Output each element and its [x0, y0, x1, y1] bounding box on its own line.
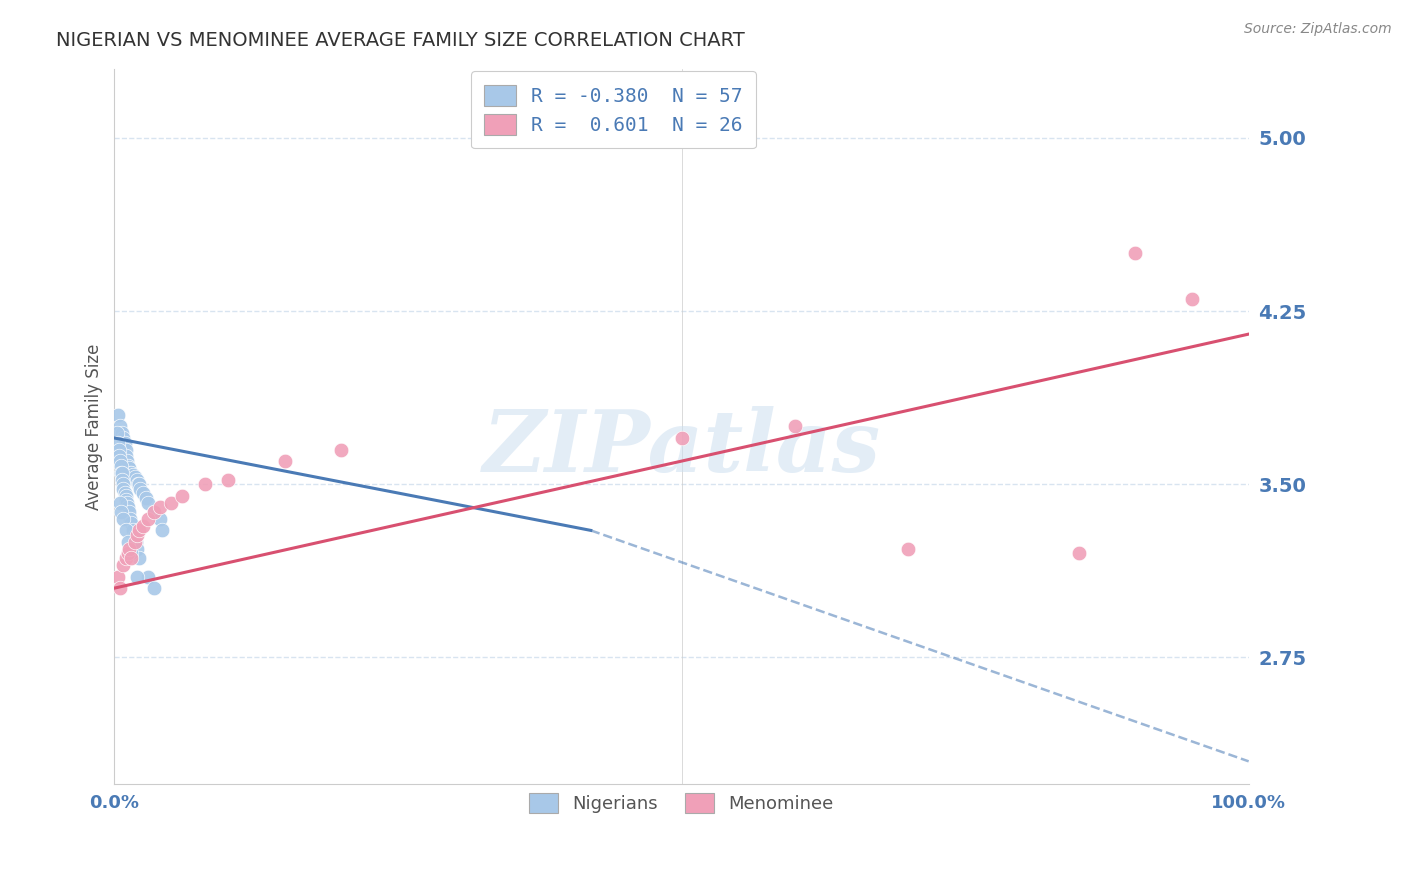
Point	[115, 496, 138, 510]
Point	[121, 524, 143, 538]
Text: NIGERIAN VS MENOMINEE AVERAGE FAMILY SIZE CORRELATION CHART: NIGERIAN VS MENOMINEE AVERAGE FAMILY SIZ…	[56, 31, 745, 50]
Point	[1067, 547, 1090, 561]
Point	[138, 512, 160, 526]
Point	[115, 454, 138, 468]
Point	[105, 426, 128, 441]
Point	[149, 512, 172, 526]
Point	[135, 491, 157, 505]
Text: ZIPatlas: ZIPatlas	[482, 406, 880, 490]
Point	[172, 489, 194, 503]
Point	[117, 535, 139, 549]
Point	[118, 505, 141, 519]
Point	[107, 569, 129, 583]
Point	[111, 473, 134, 487]
Point	[107, 408, 129, 422]
Point	[112, 477, 135, 491]
Point	[125, 535, 148, 549]
Point	[128, 524, 150, 538]
Point	[124, 470, 146, 484]
Point	[273, 454, 295, 468]
Point	[194, 477, 217, 491]
Point	[127, 477, 149, 491]
Point	[120, 512, 142, 526]
Point	[160, 496, 183, 510]
Point	[114, 442, 136, 457]
Point	[120, 516, 142, 531]
Point	[1123, 246, 1146, 260]
Point	[149, 500, 172, 515]
Point	[897, 541, 920, 556]
Point	[127, 528, 149, 542]
Point	[114, 435, 136, 450]
Point	[114, 524, 136, 538]
Point	[128, 477, 150, 491]
Point	[112, 558, 135, 572]
Point	[129, 482, 152, 496]
Y-axis label: Average Family Size: Average Family Size	[86, 343, 103, 509]
Point	[143, 505, 166, 519]
Point	[108, 450, 131, 464]
Point	[108, 454, 131, 468]
Point	[120, 551, 142, 566]
Legend: Nigerians, Menominee: Nigerians, Menominee	[516, 780, 846, 825]
Point	[117, 500, 139, 515]
Point	[117, 458, 139, 473]
Point	[114, 551, 136, 566]
Point	[110, 505, 132, 519]
Point	[114, 489, 136, 503]
Point	[117, 547, 139, 561]
Point	[112, 431, 135, 445]
Point	[108, 496, 131, 510]
Text: Source: ZipAtlas.com: Source: ZipAtlas.com	[1244, 22, 1392, 37]
Point	[671, 431, 693, 445]
Point	[1181, 293, 1204, 307]
Point	[114, 486, 136, 500]
Point	[108, 581, 131, 595]
Point	[118, 541, 141, 556]
Point	[118, 461, 141, 475]
Point	[108, 442, 131, 457]
Point	[783, 419, 806, 434]
Point	[124, 535, 146, 549]
Point	[127, 473, 149, 487]
Point	[112, 482, 135, 496]
Point	[138, 569, 160, 583]
Point	[128, 551, 150, 566]
Point	[121, 467, 143, 482]
Point	[124, 528, 146, 542]
Point	[127, 569, 149, 583]
Point	[114, 450, 136, 464]
Point	[108, 419, 131, 434]
Point	[110, 458, 132, 473]
Point	[132, 518, 155, 533]
Point	[114, 493, 136, 508]
Point	[111, 426, 134, 441]
Point	[330, 442, 353, 457]
Point	[143, 505, 166, 519]
Point	[120, 547, 142, 561]
Point	[143, 581, 166, 595]
Point	[132, 486, 155, 500]
Point	[111, 466, 134, 480]
Point	[110, 466, 132, 480]
Point	[138, 496, 160, 510]
Point	[120, 466, 142, 480]
Point	[107, 435, 129, 450]
Point	[217, 473, 239, 487]
Point	[112, 512, 135, 526]
Point	[120, 466, 142, 480]
Point	[150, 524, 173, 538]
Point	[127, 541, 149, 556]
